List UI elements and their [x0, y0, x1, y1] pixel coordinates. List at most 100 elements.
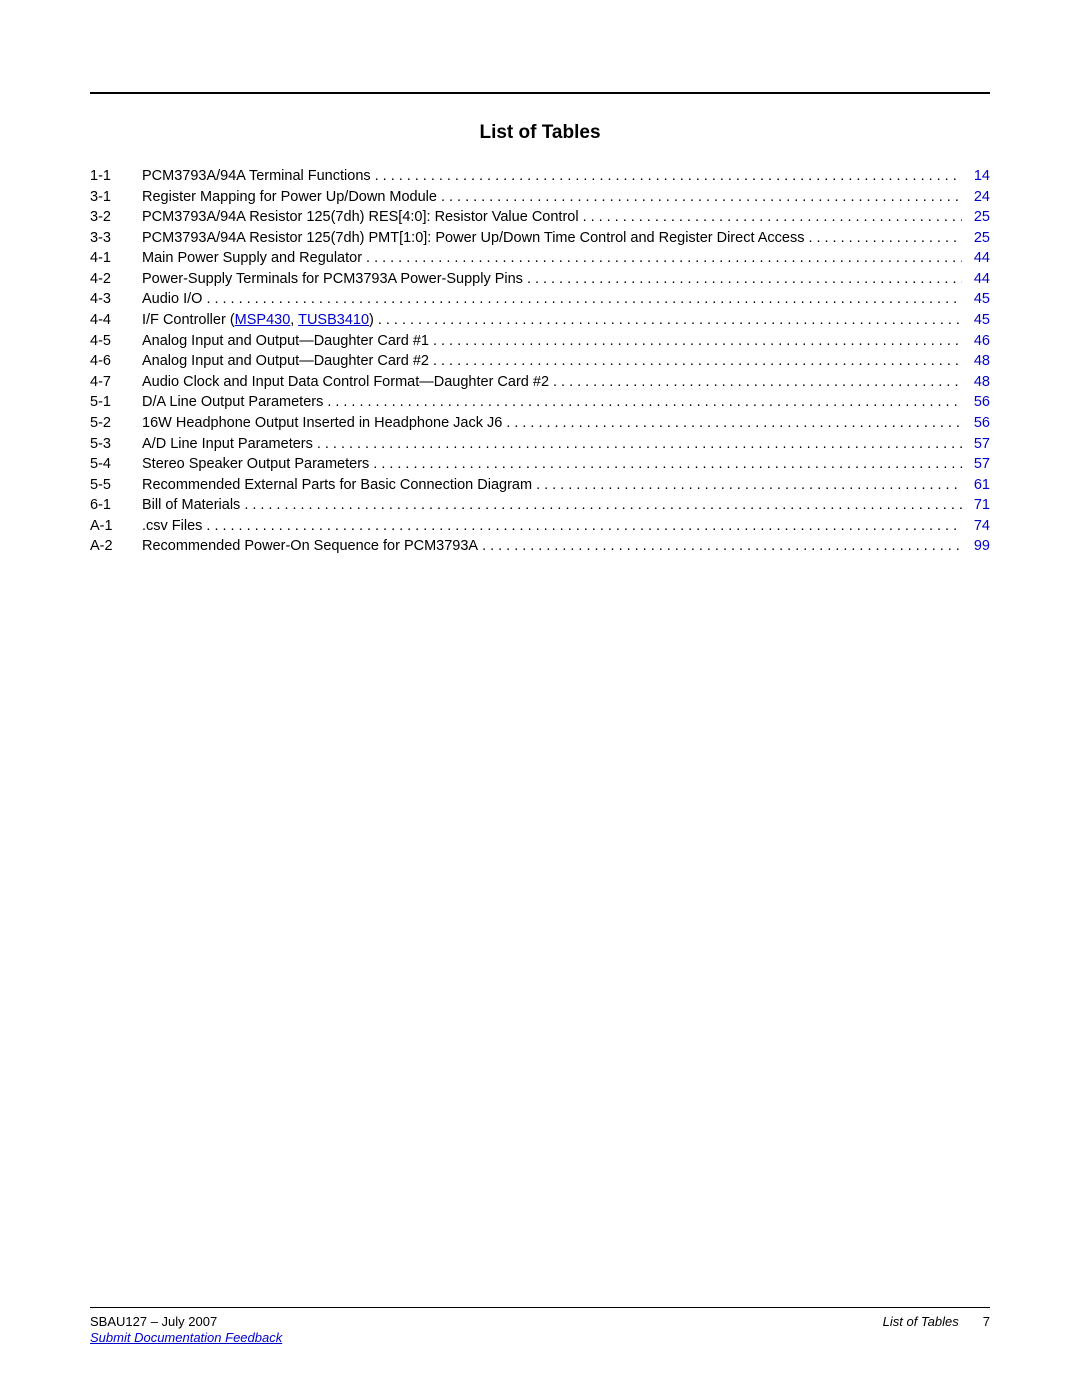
toc-row: A-2Recommended Power-On Sequence for PCM…: [90, 536, 990, 557]
toc-entry-id: 4-4: [90, 310, 142, 331]
toc-leader-dots: [441, 187, 962, 208]
toc-page-link[interactable]: 45: [966, 289, 990, 310]
toc-entry-title: Analog Input and Output—Daughter Card #1: [142, 331, 429, 352]
toc-entry-id: 5-4: [90, 454, 142, 475]
toc-entry-id: 5-1: [90, 392, 142, 413]
footer-section-title: List of Tables: [883, 1314, 959, 1329]
toc-leader-dots: [527, 269, 962, 290]
toc-leader-dots: [482, 536, 962, 557]
toc-page-link[interactable]: 44: [966, 248, 990, 269]
toc-entry-id: 4-7: [90, 372, 142, 393]
toc-row: 1-1PCM3793A/94A Terminal Functions14: [90, 166, 990, 187]
footer-line-1: SBAU127 – July 2007 List of Tables 7: [90, 1314, 990, 1329]
toc-row: 3-1Register Mapping for Power Up/Down Mo…: [90, 187, 990, 208]
footer-doc-id: SBAU127 – July 2007: [90, 1314, 883, 1329]
toc-entry-id: 3-1: [90, 187, 142, 208]
toc-leader-dots: [808, 228, 962, 249]
toc-entry-title: Bill of Materials: [142, 495, 240, 516]
footer-line-2: Submit Documentation Feedback: [90, 1329, 990, 1347]
toc-entry-title: Analog Input and Output—Daughter Card #2: [142, 351, 429, 372]
toc-page-link[interactable]: 25: [966, 228, 990, 249]
toc-entry-id: 4-5: [90, 331, 142, 352]
submit-feedback-link[interactable]: Submit Documentation Feedback: [90, 1330, 282, 1345]
toc-leader-dots: [206, 516, 962, 537]
toc-page-link[interactable]: 24: [966, 187, 990, 208]
toc-leader-dots: [375, 166, 962, 187]
footer-page-number: 7: [983, 1314, 990, 1329]
toc-leader-dots: [433, 331, 962, 352]
toc-inline-link[interactable]: MSP430: [235, 312, 291, 328]
toc-entry-id: 4-3: [90, 289, 142, 310]
document-page: List of Tables 1-1PCM3793A/94A Terminal …: [0, 0, 1080, 1397]
toc-page-link[interactable]: 46: [966, 331, 990, 352]
toc-page-link[interactable]: 14: [966, 166, 990, 187]
toc-entry-title: Power-Supply Terminals for PCM3793A Powe…: [142, 269, 523, 290]
toc-page-link[interactable]: 74: [966, 516, 990, 537]
toc-row: 3-2PCM3793A/94A Resistor 125(7dh) RES[4:…: [90, 207, 990, 228]
list-of-tables: 1-1PCM3793A/94A Terminal Functions143-1R…: [90, 166, 990, 557]
toc-entry-title: A/D Line Input Parameters: [142, 434, 313, 455]
toc-entry-id: 3-3: [90, 228, 142, 249]
toc-entry-title: 16W Headphone Output Inserted in Headpho…: [142, 413, 502, 434]
toc-row: 5-1D/A Line Output Parameters 56: [90, 392, 990, 413]
toc-entry-title: Stereo Speaker Output Parameters: [142, 454, 369, 475]
toc-leader-dots: [206, 289, 962, 310]
toc-page-link[interactable]: 44: [966, 269, 990, 290]
toc-row: 4-6Analog Input and Output—Daughter Card…: [90, 351, 990, 372]
toc-leader-dots: [583, 207, 962, 228]
page-footer: SBAU127 – July 2007 List of Tables 7 Sub…: [90, 1307, 990, 1347]
toc-entry-id: 6-1: [90, 495, 142, 516]
footer-horizontal-rule: [90, 1307, 990, 1308]
toc-page-link[interactable]: 56: [966, 392, 990, 413]
toc-page-link[interactable]: 45: [966, 310, 990, 331]
toc-entry-id: 5-3: [90, 434, 142, 455]
toc-entry-id: 4-6: [90, 351, 142, 372]
toc-entry-id: 3-2: [90, 207, 142, 228]
page-title: List of Tables: [90, 122, 990, 144]
toc-row: 5-3A/D Line Input Parameters 57: [90, 434, 990, 455]
toc-page-link[interactable]: 99: [966, 536, 990, 557]
toc-entry-title: Register Mapping for Power Up/Down Modul…: [142, 187, 437, 208]
toc-page-link[interactable]: 48: [966, 372, 990, 393]
toc-entry-title: PCM3793A/94A Resistor 125(7dh) PMT[1:0]:…: [142, 228, 804, 249]
toc-leader-dots: [373, 454, 962, 475]
toc-page-link[interactable]: 56: [966, 413, 990, 434]
toc-entry-title: Recommended Power-On Sequence for PCM379…: [142, 536, 478, 557]
toc-row: A-1.csv Files 74: [90, 516, 990, 537]
toc-page-link[interactable]: 57: [966, 434, 990, 455]
toc-entry-title: PCM3793A/94A Terminal Functions: [142, 166, 371, 187]
toc-leader-dots: [433, 351, 962, 372]
toc-entry-title: Audio I/O: [142, 289, 202, 310]
toc-leader-dots: [378, 310, 962, 331]
toc-row: 4-3Audio I/O 45: [90, 289, 990, 310]
toc-entry-id: A-2: [90, 536, 142, 557]
toc-row: 5-5Recommended External Parts for Basic …: [90, 475, 990, 496]
toc-entry-title: Audio Clock and Input Data Control Forma…: [142, 372, 549, 393]
toc-row: 4-5Analog Input and Output—Daughter Card…: [90, 331, 990, 352]
toc-page-link[interactable]: 48: [966, 351, 990, 372]
toc-entry-title: PCM3793A/94A Resistor 125(7dh) RES[4:0]:…: [142, 207, 579, 228]
toc-row: 4-1Main Power Supply and Regulator44: [90, 248, 990, 269]
toc-entry-title: I/F Controller (MSP430, TUSB3410): [142, 310, 374, 331]
toc-row: 5-4Stereo Speaker Output Parameters 57: [90, 454, 990, 475]
toc-row: 5-216W Headphone Output Inserted in Head…: [90, 413, 990, 434]
toc-entry-id: 4-1: [90, 248, 142, 269]
toc-page-link[interactable]: 57: [966, 454, 990, 475]
top-horizontal-rule: [90, 92, 990, 94]
toc-entry-id: 4-2: [90, 269, 142, 290]
toc-leader-dots: [317, 434, 962, 455]
toc-page-link[interactable]: 71: [966, 495, 990, 516]
toc-inline-link[interactable]: TUSB3410: [298, 312, 369, 328]
toc-row: 3-3PCM3793A/94A Resistor 125(7dh) PMT[1:…: [90, 228, 990, 249]
toc-entry-title: D/A Line Output Parameters: [142, 392, 323, 413]
toc-row: 4-2Power-Supply Terminals for PCM3793A P…: [90, 269, 990, 290]
toc-entry-id: 5-2: [90, 413, 142, 434]
toc-entry-id: A-1: [90, 516, 142, 537]
toc-entry-id: 5-5: [90, 475, 142, 496]
toc-leader-dots: [553, 372, 962, 393]
toc-page-link[interactable]: 25: [966, 207, 990, 228]
toc-leader-dots: [536, 475, 962, 496]
toc-entry-title: Recommended External Parts for Basic Con…: [142, 475, 532, 496]
toc-row: 4-4I/F Controller (MSP430, TUSB3410) 45: [90, 310, 990, 331]
toc-page-link[interactable]: 61: [966, 475, 990, 496]
